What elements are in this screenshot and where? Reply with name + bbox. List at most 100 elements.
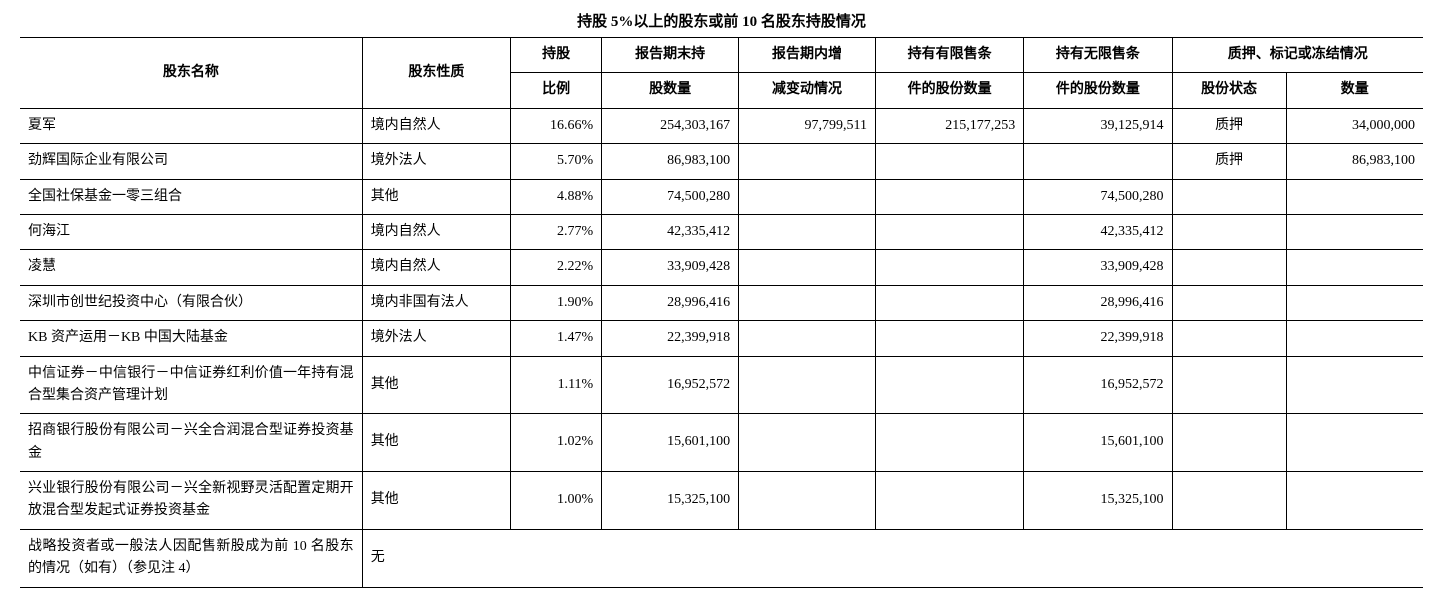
unrestricted-cell: 15,325,100	[1024, 472, 1172, 530]
status-cell	[1172, 285, 1286, 320]
shareholder-nature: 其他	[362, 179, 510, 214]
ratio-cell: 1.90%	[510, 285, 601, 320]
qty-cell: 15,325,100	[602, 472, 739, 530]
th-ratio-l1: 持股	[510, 38, 601, 73]
unrestricted-cell: 39,125,914	[1024, 108, 1172, 143]
frozenqty-cell	[1286, 472, 1423, 530]
qty-cell: 86,983,100	[602, 144, 739, 179]
shareholder-name: 中信证券－中信银行－中信证券红利价值一年持有混合型集合资产管理计划	[20, 356, 362, 414]
unrestricted-cell: 16,952,572	[1024, 356, 1172, 414]
frozenqty-cell	[1286, 285, 1423, 320]
restricted-cell	[875, 144, 1023, 179]
th-restricted-l1: 持有有限售条	[875, 38, 1023, 73]
th-ratio-l2: 比例	[510, 73, 601, 108]
frozenqty-cell	[1286, 214, 1423, 249]
change-cell	[739, 356, 876, 414]
frozenqty-cell	[1286, 179, 1423, 214]
th-change-l2: 减变动情况	[739, 73, 876, 108]
unrestricted-cell	[1024, 144, 1172, 179]
status-cell	[1172, 356, 1286, 414]
th-frozen-qty: 数量	[1286, 73, 1423, 108]
qty-cell: 22,399,918	[602, 321, 739, 356]
status-cell	[1172, 321, 1286, 356]
th-qty-l2: 股数量	[602, 73, 739, 108]
frozenqty-cell	[1286, 356, 1423, 414]
unrestricted-cell: 28,996,416	[1024, 285, 1172, 320]
qty-cell: 33,909,428	[602, 250, 739, 285]
ratio-cell: 5.70%	[510, 144, 601, 179]
table-row: 深圳市创世纪投资中心（有限合伙）境内非国有法人1.90%28,996,41628…	[20, 285, 1423, 320]
footer-value: 无	[362, 529, 1423, 587]
status-cell: 质押	[1172, 108, 1286, 143]
restricted-cell	[875, 285, 1023, 320]
ratio-cell: 2.22%	[510, 250, 601, 285]
restricted-cell	[875, 250, 1023, 285]
th-name: 股东名称	[20, 38, 362, 109]
table-title: 持股 5%以上的股东或前 10 名股东持股情况	[20, 10, 1423, 31]
th-qty-l1: 报告期末持	[602, 38, 739, 73]
shareholder-nature: 其他	[362, 414, 510, 472]
frozenqty-cell	[1286, 250, 1423, 285]
unrestricted-cell: 74,500,280	[1024, 179, 1172, 214]
shareholder-nature: 境外法人	[362, 144, 510, 179]
shareholder-nature: 境内自然人	[362, 108, 510, 143]
qty-cell: 15,601,100	[602, 414, 739, 472]
table-row: 兴业银行股份有限公司－兴全新视野灵活配置定期开放混合型发起式证券投资基金其他1.…	[20, 472, 1423, 530]
shareholder-name: 深圳市创世纪投资中心（有限合伙）	[20, 285, 362, 320]
qty-cell: 42,335,412	[602, 214, 739, 249]
ratio-cell: 4.88%	[510, 179, 601, 214]
change-cell	[739, 179, 876, 214]
table-row: 招商银行股份有限公司－兴全合润混合型证券投资基金其他1.02%15,601,10…	[20, 414, 1423, 472]
shareholder-nature: 境内非国有法人	[362, 285, 510, 320]
restricted-cell	[875, 414, 1023, 472]
th-restricted-l2: 件的股份数量	[875, 73, 1023, 108]
change-cell	[739, 321, 876, 356]
restricted-cell	[875, 472, 1023, 530]
shareholder-name: 招商银行股份有限公司－兴全合润混合型证券投资基金	[20, 414, 362, 472]
ratio-cell: 2.77%	[510, 214, 601, 249]
shareholder-name: 凌慧	[20, 250, 362, 285]
change-cell	[739, 214, 876, 249]
ratio-cell: 1.00%	[510, 472, 601, 530]
qty-cell: 254,303,167	[602, 108, 739, 143]
qty-cell: 74,500,280	[602, 179, 739, 214]
status-cell: 质押	[1172, 144, 1286, 179]
change-cell: 97,799,511	[739, 108, 876, 143]
shareholder-nature: 境外法人	[362, 321, 510, 356]
ratio-cell: 1.47%	[510, 321, 601, 356]
change-cell	[739, 472, 876, 530]
shareholder-nature: 其他	[362, 472, 510, 530]
table-row: 凌慧境内自然人2.22%33,909,42833,909,428	[20, 250, 1423, 285]
change-cell	[739, 250, 876, 285]
unrestricted-cell: 15,601,100	[1024, 414, 1172, 472]
ratio-cell: 1.02%	[510, 414, 601, 472]
footer-row: 战略投资者或一般法人因配售新股成为前 10 名股东的情况（如有）（参见注 4）无	[20, 529, 1423, 587]
frozenqty-cell	[1286, 414, 1423, 472]
shareholder-nature: 境内自然人	[362, 214, 510, 249]
status-cell	[1172, 179, 1286, 214]
qty-cell: 28,996,416	[602, 285, 739, 320]
th-change-l1: 报告期内增	[739, 38, 876, 73]
frozenqty-cell	[1286, 321, 1423, 356]
status-cell	[1172, 472, 1286, 530]
restricted-cell	[875, 214, 1023, 249]
table-row: 夏军境内自然人16.66%254,303,16797,799,511215,17…	[20, 108, 1423, 143]
th-unrestricted-l1: 持有无限售条	[1024, 38, 1172, 73]
shareholder-name: 何海江	[20, 214, 362, 249]
frozenqty-cell: 86,983,100	[1286, 144, 1423, 179]
shareholder-table: 股东名称 股东性质 持股 报告期末持 报告期内增 持有有限售条 持有无限售条 质…	[20, 37, 1423, 588]
change-cell	[739, 414, 876, 472]
th-unrestricted-l2: 件的股份数量	[1024, 73, 1172, 108]
footer-label: 战略投资者或一般法人因配售新股成为前 10 名股东的情况（如有）（参见注 4）	[20, 529, 362, 587]
shareholder-name: KB 资产运用－KB 中国大陆基金	[20, 321, 362, 356]
table-row: 全国社保基金一零三组合其他4.88%74,500,28074,500,280	[20, 179, 1423, 214]
ratio-cell: 1.11%	[510, 356, 601, 414]
qty-cell: 16,952,572	[602, 356, 739, 414]
frozenqty-cell: 34,000,000	[1286, 108, 1423, 143]
change-cell	[739, 285, 876, 320]
th-nature: 股东性质	[362, 38, 510, 109]
status-cell	[1172, 414, 1286, 472]
th-frozen-status: 股份状态	[1172, 73, 1286, 108]
shareholder-name: 夏军	[20, 108, 362, 143]
shareholder-nature: 境内自然人	[362, 250, 510, 285]
